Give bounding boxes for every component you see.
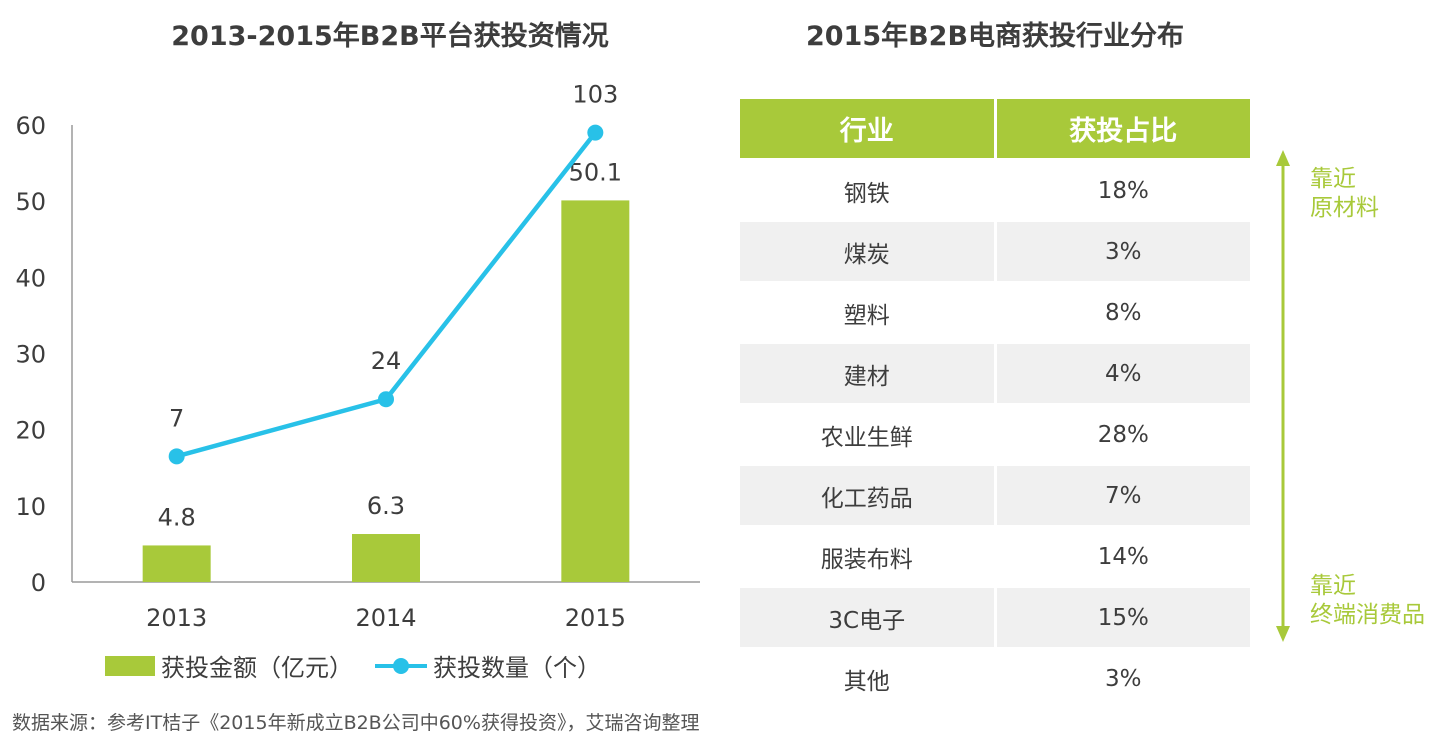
y-tick-label: 0 bbox=[31, 569, 46, 597]
table-row: 煤炭 3% bbox=[740, 220, 1250, 283]
table-row: 钢铁 18% bbox=[740, 158, 1250, 222]
share-cell: 3% bbox=[995, 220, 1250, 283]
industry-cell: 建材 bbox=[740, 342, 997, 405]
double-arrow-icon bbox=[1276, 150, 1290, 642]
investment-chart: 0 10 20 30 40 50 60 4.8 6.3 50.1 2013 2014 2015 7 24 10… bbox=[15, 81, 700, 632]
table-row: 其他 3% bbox=[740, 647, 1250, 710]
share-cell: 14% bbox=[995, 525, 1250, 588]
y-tick-label: 10 bbox=[15, 493, 46, 521]
bar-2013 bbox=[142, 545, 211, 582]
bar-value-label: 50.1 bbox=[569, 158, 622, 186]
share-cell: 18% bbox=[995, 158, 1250, 222]
industry-cell: 农业生鲜 bbox=[740, 403, 997, 466]
table-row: 农业生鲜 28% bbox=[740, 403, 1250, 466]
side-label-bottom-line1: 靠近 bbox=[1310, 573, 1356, 599]
share-cell: 15% bbox=[995, 586, 1250, 649]
industry-cell: 3C电子 bbox=[740, 586, 997, 649]
industry-table: 行业 获投占比 钢铁 18% 煤炭 3% 塑料 8% 建材 4% 农业生鲜 28… bbox=[740, 99, 1250, 710]
side-label-consumer-goods: 靠近 终端消费品 bbox=[1310, 572, 1425, 630]
count-point-2015 bbox=[587, 124, 604, 141]
legend-line-swatch bbox=[375, 656, 427, 676]
bar-2014 bbox=[352, 534, 420, 582]
legend-item-count: 获投数量（个） bbox=[375, 648, 601, 683]
legend-dot bbox=[393, 657, 409, 674]
industry-cell: 钢铁 bbox=[740, 158, 997, 222]
y-tick-label: 50 bbox=[15, 188, 46, 216]
y-tick-label: 40 bbox=[15, 264, 46, 292]
share-cell: 4% bbox=[995, 342, 1250, 405]
bar-2015 bbox=[561, 200, 630, 582]
header-industry: 行业 bbox=[740, 99, 997, 161]
count-point-2014 bbox=[378, 391, 394, 408]
arrow-head-up bbox=[1276, 150, 1290, 166]
share-cell: 28% bbox=[995, 403, 1250, 466]
arrow-head-down bbox=[1276, 626, 1290, 642]
table-row: 服装布料 14% bbox=[740, 525, 1250, 588]
share-cell: 7% bbox=[995, 464, 1250, 527]
count-value-label: 7 bbox=[169, 404, 184, 432]
table-header-row: 行业 获投占比 bbox=[740, 99, 1250, 161]
side-label-raw-materials: 靠近 原材料 bbox=[1310, 165, 1379, 223]
industry-cell: 煤炭 bbox=[740, 220, 997, 283]
side-label-top-line1: 靠近 bbox=[1310, 166, 1356, 192]
share-cell: 8% bbox=[995, 281, 1250, 344]
legend-label-amount: 获投金额（亿元） bbox=[161, 654, 353, 682]
industry-cell: 化工药品 bbox=[740, 464, 997, 527]
count-series-line bbox=[176, 131, 598, 459]
source-note: 数据来源：参考IT桔子《2015年新成立B2B公司中60%获得投资》，艾瑞咨询整… bbox=[12, 712, 700, 734]
legend-label-count: 获投数量（个） bbox=[433, 654, 601, 682]
bar-value-label: 4.8 bbox=[158, 503, 196, 531]
x-tick-label: 2015 bbox=[565, 604, 626, 632]
legend-item-amount: 获投金额（亿元） bbox=[105, 648, 353, 683]
bar-value-label: 6.3 bbox=[367, 492, 405, 520]
table-row: 3C电子 15% bbox=[740, 586, 1250, 649]
table-title: 2015年B2B电商获投行业分布 bbox=[805, 21, 1185, 52]
share-cell: 3% bbox=[995, 647, 1250, 710]
legend-bar-swatch bbox=[105, 655, 155, 676]
chart-title: 2013-2015年B2B平台获投资情况 bbox=[171, 21, 609, 52]
side-label-top-line2: 原材料 bbox=[1310, 195, 1379, 221]
header-share: 获投占比 bbox=[995, 99, 1250, 161]
table-row: 化工药品 7% bbox=[740, 464, 1250, 527]
table-row: 塑料 8% bbox=[740, 281, 1250, 344]
industry-cell: 服装布料 bbox=[740, 525, 997, 588]
x-tick-label: 2013 bbox=[146, 604, 207, 632]
y-tick-label: 60 bbox=[15, 112, 46, 140]
side-label-bottom-line2: 终端消费品 bbox=[1310, 602, 1425, 628]
count-value-label: 103 bbox=[572, 81, 618, 109]
table-row: 建材 4% bbox=[740, 342, 1250, 405]
industry-cell: 其他 bbox=[740, 647, 997, 710]
y-tick-label: 30 bbox=[15, 341, 46, 369]
x-tick-label: 2014 bbox=[355, 604, 416, 632]
count-value-label: 24 bbox=[371, 347, 402, 375]
y-tick-label: 20 bbox=[15, 417, 46, 445]
industry-cell: 塑料 bbox=[740, 281, 997, 344]
count-point-2013 bbox=[168, 448, 185, 465]
chart-legend: 获投金额（亿元） 获投数量（个） bbox=[105, 648, 623, 683]
